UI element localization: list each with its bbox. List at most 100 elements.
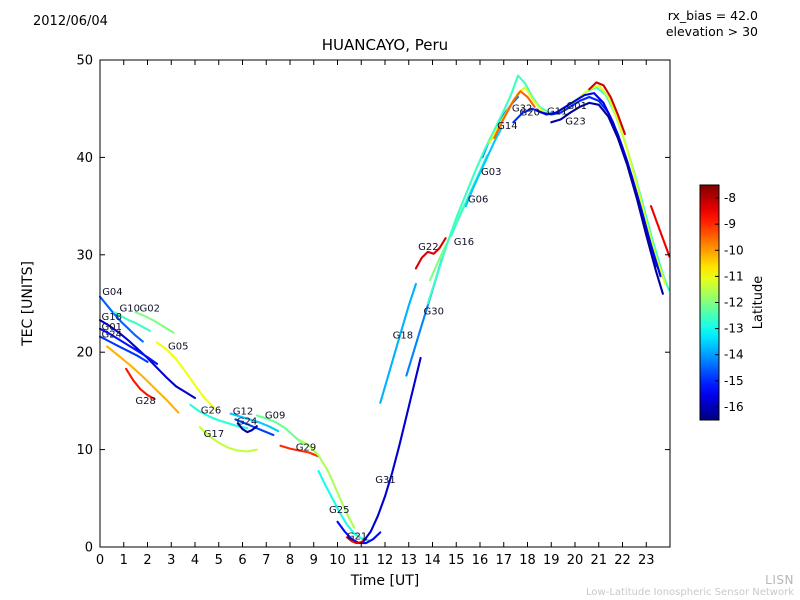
series-G12 — [229, 412, 280, 433]
series-label-G17: G17 — [204, 429, 224, 440]
series-label-G18: G18 — [393, 331, 413, 342]
plot-title: HUANCAYO, Peru — [321, 36, 449, 54]
x-tick-label: 8 — [286, 553, 294, 568]
lisn-watermark: LISN Low-Latitude Ionospheric Sensor Net… — [586, 573, 794, 598]
colorbar-tick-label: -15 — [724, 374, 744, 388]
lisn-brand: LISN — [765, 573, 794, 587]
series-track — [106, 345, 180, 414]
y-tick-label: 10 — [76, 443, 93, 458]
x-tick-label: 3 — [167, 553, 175, 568]
date-label: 2012/06/04 — [33, 14, 108, 29]
x-tick-label: 14 — [424, 553, 441, 568]
x-tick-label: 21 — [590, 553, 607, 568]
series-label-G24: G24 — [237, 416, 257, 427]
series-G25 — [317, 469, 370, 542]
series-label-G22: G22 — [418, 242, 438, 253]
series-G22 — [414, 237, 447, 270]
y-tick-label: 20 — [76, 346, 93, 361]
colorbar-tick-label: -14 — [724, 348, 744, 362]
series-G01 — [535, 92, 662, 278]
x-tick-label: 6 — [238, 553, 246, 568]
series-label-G03: G03 — [481, 167, 501, 178]
y-tick-label: 50 — [76, 54, 93, 69]
series-label-G28: G28 — [135, 396, 155, 407]
x-axis-label: Time [UT] — [350, 573, 419, 589]
series-label-G11: G11 — [547, 107, 567, 118]
lisn-subtitle: Low-Latitude Ionospheric Sensor Network — [586, 587, 794, 598]
colorbar-tick-label: -13 — [724, 322, 744, 336]
series-track — [588, 81, 626, 136]
series-G04 — [98, 295, 144, 343]
series-label-G23: G23 — [565, 116, 585, 127]
series-G05 — [155, 341, 216, 409]
series-G18 — [379, 282, 417, 404]
series-G09 — [255, 414, 306, 446]
colorbar-tick-label: -12 — [724, 296, 744, 310]
x-tick-label: 10 — [329, 553, 346, 568]
x-tick-label: 0 — [96, 553, 104, 568]
series-label-G25: G25 — [329, 505, 349, 516]
rx-bias-label: rx_bias = 42.0 — [667, 8, 758, 23]
series-G23 — [550, 101, 664, 295]
series-track — [649, 205, 671, 258]
x-tick-label: 18 — [519, 553, 536, 568]
colorbar-label: Latitude — [751, 276, 766, 330]
series-label-G20: G20 — [520, 108, 540, 119]
x-tick-label: 20 — [567, 553, 584, 568]
y-axis-label: TEC [UNITS] — [20, 261, 36, 347]
series-G31 — [362, 356, 422, 543]
x-tick-label: 11 — [353, 553, 370, 568]
series-G02 — [134, 311, 175, 334]
series-label-G18: G18 — [102, 312, 122, 323]
x-tick-label: 7 — [262, 553, 270, 568]
series-label-G12: G12 — [233, 407, 253, 418]
series-G26 — [189, 403, 249, 430]
x-tick-label: 22 — [614, 553, 631, 568]
x-tick-label: 16 — [472, 553, 489, 568]
series-label-G02: G02 — [140, 303, 160, 314]
colorbar-tick-label: -10 — [724, 243, 744, 257]
series-label-G24: G24 — [102, 330, 122, 341]
series-label-G16: G16 — [454, 237, 474, 248]
x-tick-label: 23 — [638, 553, 655, 568]
colorbar-tick-label: -11 — [724, 269, 744, 283]
series-label-G05: G05 — [168, 341, 188, 352]
x-tick-label: 17 — [495, 553, 512, 568]
colorbar-tick-label: -9 — [724, 217, 736, 231]
series-label-G29: G29 — [296, 443, 316, 454]
x-tick-label: 2 — [143, 553, 151, 568]
series-label-G04: G04 — [102, 287, 122, 298]
y-tick-label: 40 — [76, 151, 93, 166]
series-label-G01: G01 — [102, 322, 122, 333]
series-label-G10: G10 — [120, 303, 140, 314]
series-label-G30: G30 — [424, 306, 444, 317]
series-label-G06: G06 — [468, 194, 488, 205]
colorbar-tick-label: -16 — [724, 400, 744, 414]
meta-block: rx_bias = 42.0 elevation > 30 — [666, 8, 758, 41]
series-label-G26: G26 — [201, 406, 221, 417]
series-G10 — [113, 311, 151, 332]
series-G24 — [98, 335, 149, 363]
x-tick-label: 5 — [215, 553, 223, 568]
elevation-label: elevation > 30 — [665, 24, 758, 40]
y-tick-label: 30 — [76, 248, 93, 263]
colorbar-tick-label: -8 — [724, 191, 736, 205]
series-track — [298, 438, 356, 529]
y-tick-label: 0 — [85, 541, 93, 556]
x-tick-label: 15 — [448, 553, 465, 568]
x-tick-label: 19 — [543, 553, 560, 568]
series-track — [236, 422, 258, 434]
x-tick-label: 4 — [191, 553, 199, 568]
series-label-G31: G31 — [375, 475, 395, 486]
series-G01 — [98, 327, 159, 365]
series-label-G32: G32 — [512, 104, 532, 115]
series-label-G21: G21 — [347, 531, 367, 542]
series-G29 — [279, 444, 320, 458]
series-G28 — [125, 367, 156, 401]
series-label-G01: G01 — [567, 101, 587, 112]
x-tick-label: 9 — [310, 553, 318, 568]
x-tick-label: 12 — [377, 553, 394, 568]
x-tick-label: 1 — [120, 553, 128, 568]
